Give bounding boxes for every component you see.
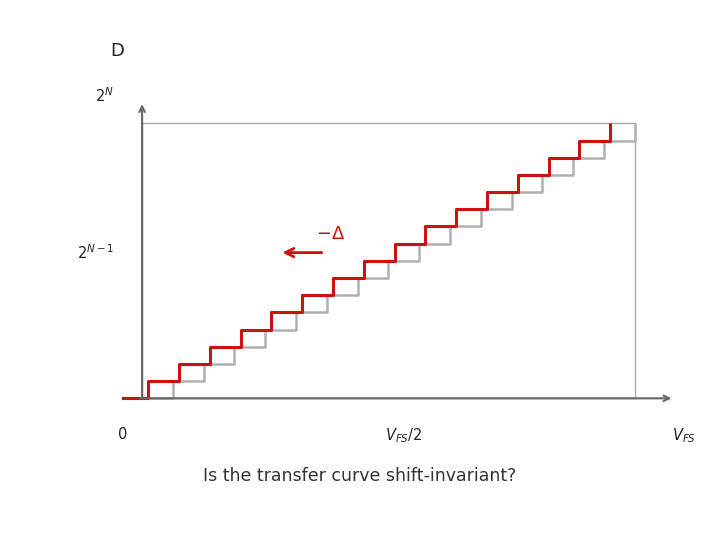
Text: $2^{N-1}$: $2^{N-1}$ <box>77 243 114 262</box>
Text: D: D <box>110 42 124 60</box>
Text: 0: 0 <box>117 427 127 442</box>
Text: $2^N$: $2^N$ <box>95 86 114 105</box>
Text: TWEPP 2014: TWEPP 2014 <box>13 514 107 527</box>
Text: $V_{FS}$: $V_{FS}$ <box>672 427 696 446</box>
Text: Is the transfer curve shift-invariant?: Is the transfer curve shift-invariant? <box>203 467 517 485</box>
Text: $-\Delta$: $-\Delta$ <box>315 225 345 243</box>
Text: 2014-09-24: 2014-09-24 <box>630 514 707 527</box>
Text: - 13 -: - 13 - <box>343 514 377 527</box>
Text: $V_{FS}/2$: $V_{FS}/2$ <box>384 427 422 446</box>
Text: How to determine Bit Weights?: How to determine Bit Weights? <box>13 24 525 52</box>
